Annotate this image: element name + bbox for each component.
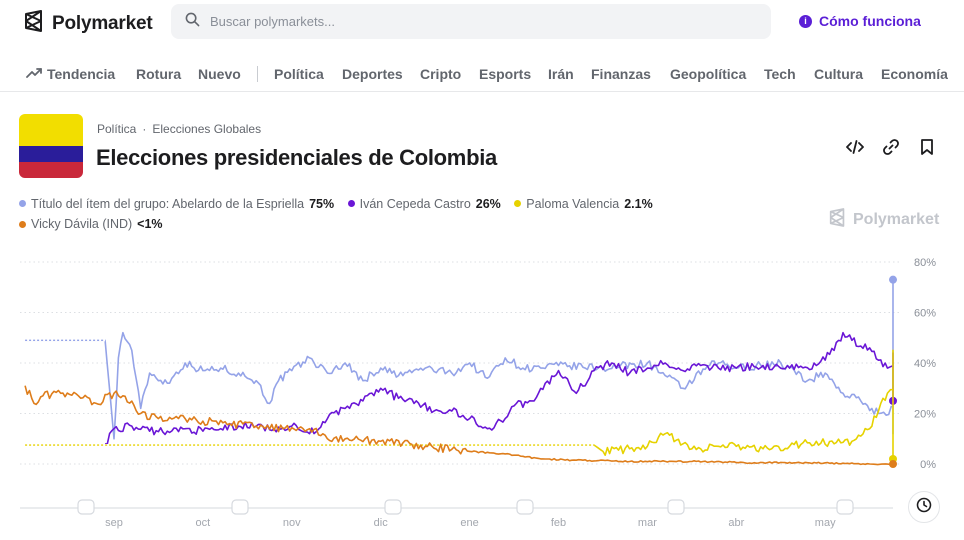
- range-handle: [516, 499, 534, 515]
- colombia-flag-image: [19, 114, 83, 178]
- embed-icon[interactable]: [845, 137, 865, 157]
- breadcrumb-item-politica[interactable]: Política: [97, 122, 137, 136]
- watermark-text: Polymarket: [853, 211, 940, 228]
- nav-item-tech[interactable]: Tech: [764, 66, 796, 82]
- search-icon: [185, 12, 200, 32]
- x-tick-label: dic: [374, 517, 389, 529]
- y-tick-label: 0%: [920, 459, 936, 471]
- market-actions: [845, 137, 937, 157]
- nav-label: Tendencia: [47, 66, 116, 82]
- nav-item-tendencia[interactable]: Tendencia: [26, 66, 115, 82]
- logo[interactable]: Polymarket: [24, 10, 153, 37]
- how-it-works-link[interactable]: i Cómo funciona: [799, 13, 921, 29]
- legend-label: Vicky Dávila (IND): [31, 217, 133, 231]
- series-line: [105, 331, 894, 445]
- legend-label: Título del ítem del grupo: Abelardo de l…: [31, 196, 305, 211]
- nav-item-cripto[interactable]: Cripto: [420, 66, 462, 82]
- series-end-point: [889, 460, 897, 468]
- how-it-works-label: Cómo funciona: [819, 13, 921, 29]
- legend-label: Iván Cepeda Castro: [359, 196, 471, 211]
- chart-watermark: Polymarket: [829, 208, 939, 232]
- legend-value: 26%: [475, 196, 501, 211]
- nav-item-finanzas[interactable]: Finanzas: [591, 66, 651, 82]
- top-bar: Polymarket i Cómo funciona: [0, 0, 964, 44]
- series-end-point: [889, 275, 897, 284]
- legend-item-davila[interactable]: Vicky Dávila (IND) <1%: [19, 214, 163, 234]
- x-tick-label: abr: [728, 517, 744, 529]
- range-handle: [667, 499, 685, 515]
- range-handle: [77, 499, 95, 515]
- polymarket-logo-icon: [24, 10, 44, 37]
- y-tick-label: 60%: [914, 308, 936, 320]
- clock-icon: [916, 497, 932, 518]
- legend-dot: [19, 200, 26, 207]
- x-tick-label: nov: [283, 517, 301, 529]
- nav-item-deportes[interactable]: Deportes: [342, 66, 403, 82]
- nav-item-geopolitica[interactable]: Geopolítica: [670, 66, 747, 82]
- legend-value: 2.1%: [624, 196, 653, 211]
- x-tick-label: mar: [638, 517, 657, 529]
- nav-item-iran[interactable]: Irán: [548, 66, 574, 82]
- range-handle: [384, 499, 402, 515]
- range-handle: [836, 499, 854, 515]
- x-tick-label: feb: [551, 517, 566, 529]
- category-nav: Tendencia Rotura Nuevo Política Deportes…: [0, 58, 964, 92]
- brand-name: Polymarket: [52, 12, 153, 34]
- legend-value: <1%: [137, 217, 163, 231]
- breadcrumb-separator: ·: [142, 122, 147, 136]
- x-tick-label: may: [815, 517, 836, 529]
- series-line: [24, 385, 894, 466]
- nav-item-politica[interactable]: Política: [274, 66, 324, 82]
- legend-value: 75%: [309, 196, 335, 211]
- nav-item-cultura[interactable]: Cultura: [814, 66, 863, 82]
- link-icon[interactable]: [881, 137, 901, 157]
- legend-dot: [347, 200, 355, 207]
- x-tick-label: oct: [196, 517, 211, 529]
- trending-icon: [26, 66, 42, 82]
- nav-item-rotura[interactable]: Rotura: [136, 66, 182, 82]
- legend-dot: [514, 200, 522, 207]
- y-tick-label: 40%: [914, 358, 936, 370]
- search-bar[interactable]: [171, 4, 771, 39]
- bookmark-icon[interactable]: [917, 137, 937, 157]
- legend-dot: [19, 220, 26, 228]
- chart-legend: Título del ítem del grupo: Abelardo de l…: [19, 193, 779, 234]
- search-input[interactable]: [210, 14, 750, 29]
- range-handle: [231, 499, 249, 515]
- legend-item-valencia[interactable]: Paloma Valencia 2.1%: [514, 194, 653, 214]
- y-tick-label: 20%: [914, 409, 936, 421]
- market-title: Elecciones presidenciales de Colombia: [96, 145, 497, 170]
- breadcrumb: Política · Elecciones Globales: [97, 122, 261, 136]
- legend-item-abelardo[interactable]: Título del ítem del grupo: Abelardo de l…: [19, 194, 334, 214]
- nav-divider: [257, 66, 258, 82]
- nav-item-nuevo[interactable]: Nuevo: [198, 66, 241, 82]
- nav-item-esports[interactable]: Esports: [479, 66, 532, 82]
- legend-item-cepeda[interactable]: Iván Cepeda Castro 26%: [347, 194, 501, 214]
- breadcrumb-item-elecciones-globales[interactable]: Elecciones Globales: [152, 122, 262, 136]
- y-tick-label: 80%: [914, 257, 936, 269]
- price-chart[interactable]: 0% 20% 40% 60% 80% sep oct nov dic ene feb mar abr ma…: [0, 245, 964, 535]
- x-tick-label: ene: [460, 517, 478, 529]
- info-icon: i: [799, 14, 812, 28]
- polymarket-watermark-icon: [829, 208, 846, 232]
- nav-item-economia[interactable]: Economía: [881, 66, 948, 82]
- x-tick-label: sep: [105, 517, 123, 529]
- series-line: [25, 279, 894, 440]
- legend-label: Paloma Valencia: [526, 196, 620, 211]
- time-range-button[interactable]: [908, 491, 940, 523]
